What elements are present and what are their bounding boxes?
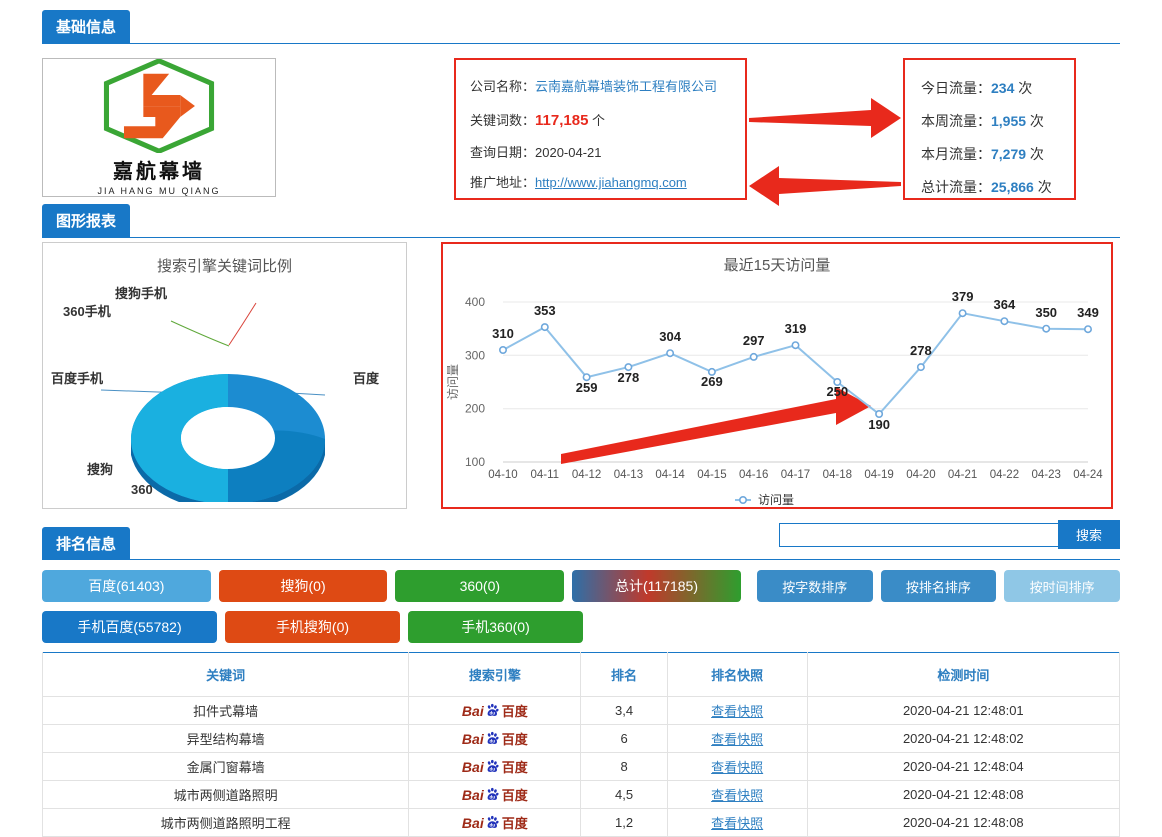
svg-text:319: 319	[785, 321, 807, 336]
svg-text:04-23: 04-23	[1031, 469, 1060, 481]
svg-text:200: 200	[465, 402, 485, 416]
svg-text:访问量: 访问量	[758, 493, 794, 507]
svg-text:04-10: 04-10	[488, 469, 517, 481]
svg-text:04-17: 04-17	[781, 469, 810, 481]
svg-text:259: 259	[576, 380, 598, 395]
svg-text:04-11: 04-11	[531, 469, 560, 481]
svg-text:du: du	[489, 710, 495, 715]
svg-text:310: 310	[492, 326, 514, 341]
svg-text:400: 400	[465, 295, 485, 309]
svg-text:du: du	[489, 738, 495, 743]
svg-text:278: 278	[910, 343, 932, 358]
svg-text:04-20: 04-20	[906, 469, 935, 481]
svg-text:269: 269	[701, 374, 723, 389]
svg-text:278: 278	[618, 370, 640, 385]
svg-text:190: 190	[868, 417, 890, 432]
svg-text:du: du	[489, 822, 495, 827]
svg-text:350: 350	[1035, 305, 1057, 320]
svg-text:04-21: 04-21	[948, 469, 977, 481]
svg-text:du: du	[489, 794, 495, 799]
svg-text:04-14: 04-14	[655, 469, 685, 481]
svg-text:访问量: 访问量	[446, 364, 460, 400]
svg-text:379: 379	[952, 289, 974, 304]
svg-text:353: 353	[534, 303, 556, 318]
svg-text:04-12: 04-12	[572, 469, 601, 481]
svg-text:304: 304	[659, 329, 681, 344]
svg-text:349: 349	[1077, 305, 1099, 320]
svg-text:04-19: 04-19	[864, 469, 893, 481]
svg-text:297: 297	[743, 333, 765, 348]
svg-text:04-18: 04-18	[823, 469, 852, 481]
svg-text:100: 100	[465, 455, 485, 469]
svg-text:04-22: 04-22	[990, 469, 1019, 481]
svg-text:04-16: 04-16	[739, 469, 768, 481]
svg-text:04-13: 04-13	[614, 469, 643, 481]
svg-text:250: 250	[826, 384, 848, 399]
svg-text:364: 364	[994, 297, 1016, 312]
svg-text:04-24: 04-24	[1073, 469, 1103, 481]
svg-text:04-15: 04-15	[697, 469, 726, 481]
svg-text:du: du	[489, 766, 495, 771]
svg-text:300: 300	[465, 348, 485, 362]
